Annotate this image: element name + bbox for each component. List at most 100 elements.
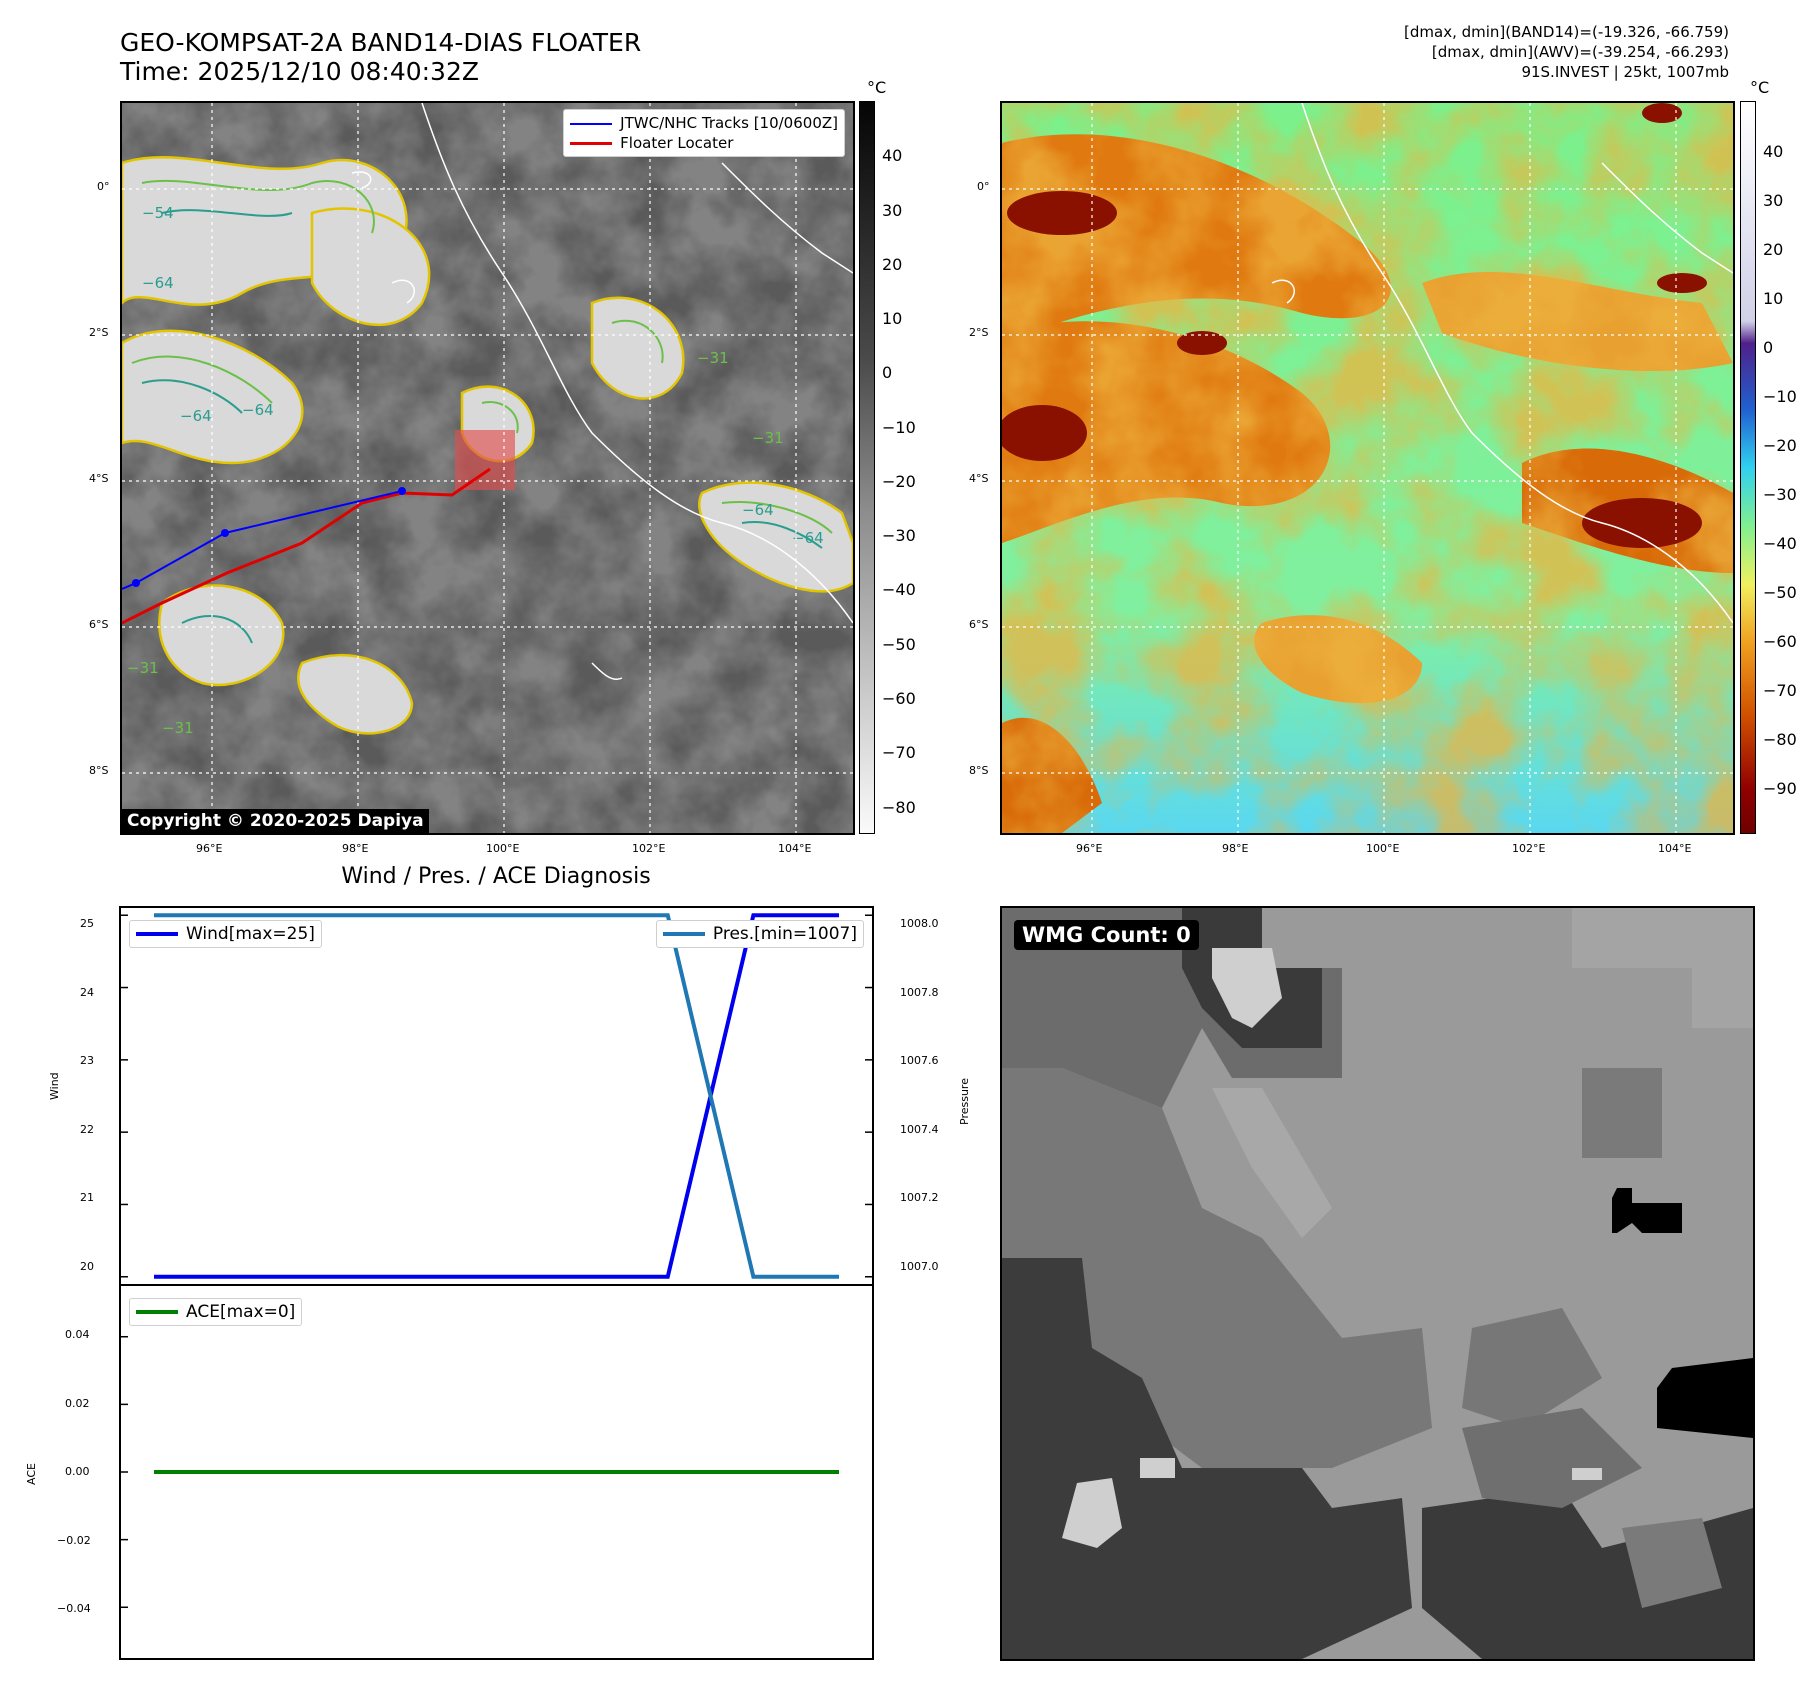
wv-colorbar-tick: −10 <box>1763 387 1797 406</box>
wind-pressure-plot <box>121 913 872 1279</box>
wmg-warm-spot <box>1140 1458 1175 1478</box>
legend-swatch-locater <box>570 142 613 145</box>
wind-axis-label: Wind <box>48 1072 61 1100</box>
lon-tick: 104°E <box>778 842 812 855</box>
title-line-1: GEO-KOMPSAT-2A BAND14-DIAS FLOATER <box>120 28 642 57</box>
legend-label-locater: Floater Locater <box>620 134 734 152</box>
wv-colorbar-tick: 0 <box>1763 338 1774 357</box>
wind-tick: 21 <box>80 1191 94 1204</box>
contour-label: −31 <box>697 349 729 367</box>
wv-colorbar-tick: −90 <box>1763 779 1797 798</box>
lon-tick: 100°E <box>486 842 520 855</box>
contour-label: −64 <box>742 501 774 519</box>
ace-chart: ACE[max=0] <box>119 1284 874 1660</box>
wmg-warm-spot <box>1062 1478 1122 1548</box>
ir-map-panel: −64 −64 −64 −64 −31 −31 −31 −54 −64 −31 <box>120 101 855 835</box>
stats-line-3: 91S.INVEST | 25kt, 1007mb <box>1521 63 1729 81</box>
ir-colorbar-tick: −10 <box>882 418 916 437</box>
contours-teal <box>141 209 823 644</box>
pres-tick: 1007.6 <box>900 1054 939 1067</box>
pres-legend: Pres.[min=1007] <box>655 920 864 948</box>
wv-very-dry-cores <box>1002 103 1707 548</box>
wind-tick: 23 <box>80 1054 94 1067</box>
stats-line-2: [dmax, dmin](AWV)=(-39.254, -66.293) <box>1431 43 1729 61</box>
pres-tick: 1007.0 <box>900 1260 939 1273</box>
wv-coastlines <box>1271 103 1733 624</box>
ir-colorbar-tick: −50 <box>882 635 916 654</box>
cold-cloud-areas <box>122 155 853 735</box>
ace-plot <box>121 1335 839 1609</box>
wv-colorbar-tick: 20 <box>1763 240 1784 259</box>
lon-tick: 98°E <box>342 842 369 855</box>
legend-item-track: JTWC/NHC Tracks [10/0600Z] <box>570 113 838 133</box>
lat-tick: 0° <box>977 180 990 193</box>
wind-legend-swatch <box>136 932 178 936</box>
ace-tick: −0.04 <box>57 1602 91 1615</box>
wv-colorbar <box>1740 101 1756 834</box>
track-point <box>132 579 140 587</box>
floater-box <box>455 430 515 490</box>
wind-tick: 20 <box>80 1260 94 1273</box>
ir-colorbar-tick: −30 <box>882 526 916 545</box>
contour-label: −31 <box>752 429 784 447</box>
ace-tick: 0.02 <box>65 1397 90 1410</box>
ace-legend-label: ACE[max=0] <box>186 1302 296 1322</box>
ir-colorbar-unit: °C <box>867 78 887 97</box>
lon-tick: 98°E <box>1222 842 1249 855</box>
lon-tick: 102°E <box>632 842 666 855</box>
lon-tick: 102°E <box>1512 842 1546 855</box>
wv-map-grid <box>1002 103 1733 833</box>
ace-tick: 0.00 <box>65 1465 90 1478</box>
contour-label: −64 <box>792 529 824 547</box>
wmg-regions <box>1002 908 1753 1659</box>
coastlines <box>351 103 853 680</box>
wv-colorbar-tick: −40 <box>1763 534 1797 553</box>
lat-tick: 2°S <box>89 326 109 339</box>
wmg-warm-spot <box>1572 1468 1602 1480</box>
legend-item-locater: Floater Locater <box>570 133 838 153</box>
track-point <box>221 529 229 537</box>
ace-tick: −0.02 <box>57 1534 91 1547</box>
ir-colorbar-tick: −40 <box>882 580 916 599</box>
lat-tick: 8°S <box>89 764 109 777</box>
ace-legend-swatch <box>136 1310 178 1314</box>
wmg-cold-spot <box>1612 1188 1682 1233</box>
wind-tick: 24 <box>80 986 94 999</box>
lon-tick: 100°E <box>1366 842 1400 855</box>
lon-tick: 96°E <box>196 842 223 855</box>
ir-colorbar-tick: 0 <box>882 363 893 382</box>
wind-tick: 22 <box>80 1123 94 1136</box>
ir-colorbar-tick: −20 <box>882 472 916 491</box>
contour-label: −31 <box>162 719 194 737</box>
lat-tick: 4°S <box>89 472 109 485</box>
diag-title: Wind / Pres. / ACE Diagnosis <box>341 864 651 889</box>
ir-colorbar-tick: 20 <box>882 255 903 274</box>
wmg-panel: WMG Count: 0 <box>1000 906 1755 1661</box>
ir-colorbar-tick: 40 <box>882 146 903 165</box>
floater-locater-line <box>122 467 491 625</box>
lon-tick: 104°E <box>1658 842 1692 855</box>
lat-tick: 2°S <box>969 326 989 339</box>
wv-colorbar-tick: −30 <box>1763 485 1797 504</box>
pres-tick: 1007.4 <box>900 1123 939 1136</box>
contour-label: −64 <box>180 407 212 425</box>
wind-line <box>154 913 839 1279</box>
ir-colorbar-tick: 10 <box>882 309 903 328</box>
wmg-cold-spot <box>1657 1358 1753 1438</box>
wv-colorbar-tick: −60 <box>1763 632 1797 651</box>
pres-tick: 1008.0 <box>900 917 939 930</box>
wind-legend-label: Wind[max=25] <box>186 924 315 944</box>
ir-colorbar-tick: −70 <box>882 743 916 762</box>
wv-map-panel <box>1000 101 1735 835</box>
jtwc-track-line <box>122 490 403 590</box>
pressure-line <box>154 913 839 1279</box>
ir-colorbar-tick: 30 <box>882 201 903 220</box>
ace-legend: ACE[max=0] <box>129 1298 303 1326</box>
legend-label-track: JTWC/NHC Tracks [10/0600Z] <box>620 114 838 132</box>
pres-tick: 1007.8 <box>900 986 939 999</box>
lat-tick: 4°S <box>969 472 989 485</box>
wv-map-image <box>1002 103 1733 833</box>
ir-legend: JTWC/NHC Tracks [10/0600Z] Floater Locat… <box>563 109 845 157</box>
pres-axis-label: Pressure <box>958 1078 971 1125</box>
lon-tick: 96°E <box>1076 842 1103 855</box>
